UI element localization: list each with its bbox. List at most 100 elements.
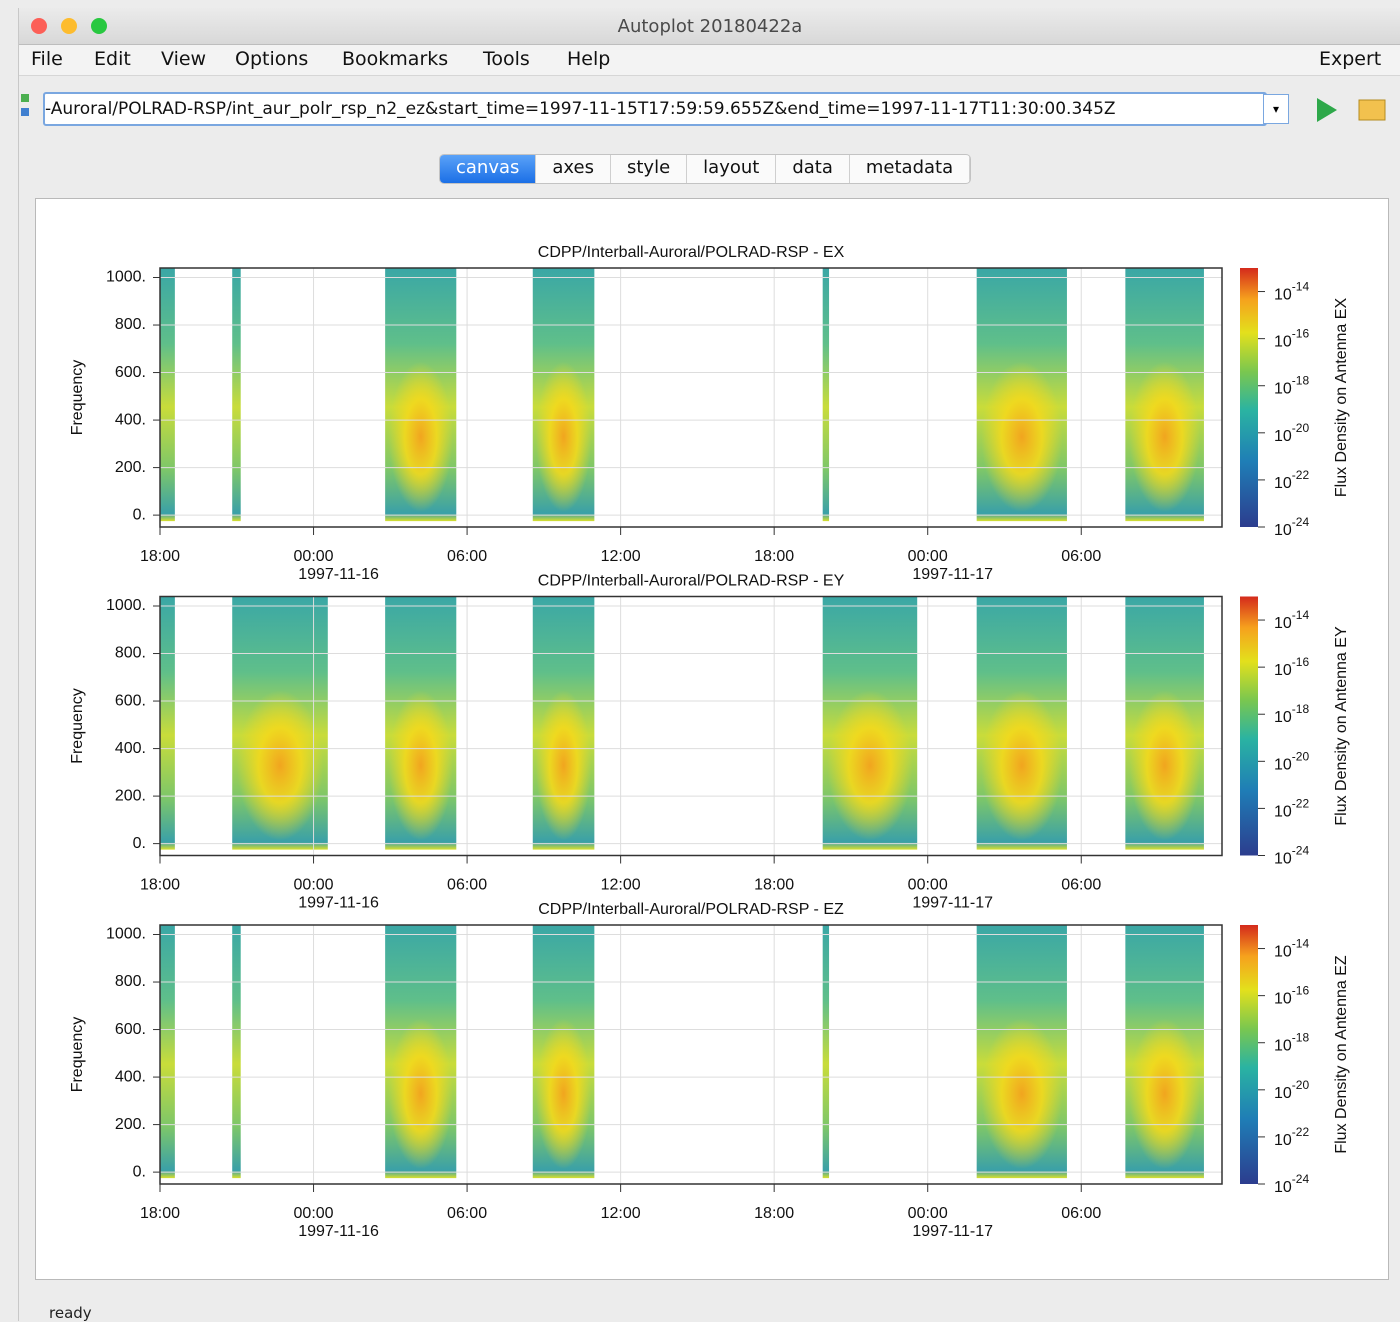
go-button[interactable]	[1307, 90, 1347, 130]
tab[interactable]: axes	[536, 155, 611, 183]
x-tick-date: 1997-11-17	[912, 566, 993, 583]
spectrogram-hotspot	[535, 361, 592, 512]
x-tick-label: 06:00	[1061, 1205, 1101, 1222]
x-tick-label: 18:00	[140, 1205, 180, 1222]
z-tick-base: 10	[1274, 1085, 1292, 1102]
menu-item[interactable]: Tools	[483, 48, 530, 70]
spectrogram-block	[822, 924, 830, 1179]
x-tick-label: 12:00	[601, 877, 641, 894]
tab[interactable]: canvas	[440, 155, 537, 183]
spectrogram-hotspot	[388, 690, 453, 841]
z-tick-base: 10	[1274, 709, 1292, 726]
y-tick-label: 400.	[115, 411, 146, 428]
colorbar-label: Flux Density on Antenna EX	[1333, 298, 1350, 498]
z-tick-base: 10	[1274, 851, 1292, 868]
plot-frame	[159, 267, 1223, 528]
z-tick-label: 10-22	[1274, 1125, 1309, 1149]
x-tick-label: 12:00	[601, 1205, 641, 1222]
minimize-button[interactable]	[61, 18, 77, 34]
menu-item[interactable]: Edit	[94, 48, 131, 70]
spectrogram-hotspot	[535, 690, 592, 841]
spectrogram-block	[822, 267, 830, 522]
z-tick-base: 10	[1274, 991, 1292, 1008]
menu-item[interactable]: Bookmarks	[342, 48, 449, 70]
chart-title: CDPP/Interball-Auroral/POLRAD-RSP - EZ	[538, 901, 844, 918]
menu-item[interactable]: View	[161, 48, 207, 70]
tab[interactable]: data	[776, 155, 850, 183]
z-tick-base: 10	[1274, 428, 1292, 445]
spectrogram-hotspot	[1129, 690, 1201, 841]
x-tick-date: 1997-11-16	[298, 1223, 379, 1240]
y-axis-label: Frequency	[69, 360, 86, 436]
z-tick-base: 10	[1274, 522, 1292, 539]
menu-item[interactable]: File	[31, 48, 63, 70]
y-tick-label: 1000.	[106, 269, 146, 286]
x-tick-label: 12:00	[601, 548, 641, 565]
spectrogram-block	[232, 267, 241, 522]
z-tick-label: 10-20	[1274, 1078, 1309, 1102]
x-tick-date: 1997-11-16	[298, 895, 379, 912]
x-tick-label: 00:00	[294, 877, 334, 894]
x-tick-label: 18:00	[754, 877, 794, 894]
tab[interactable]: style	[611, 155, 688, 183]
zoom-button[interactable]	[91, 18, 107, 34]
y-tick-label: 0.	[133, 835, 146, 852]
spectrogram-hotspot	[981, 1018, 1063, 1169]
colorbar	[1240, 925, 1258, 1184]
y-axis-label: Frequency	[69, 1017, 86, 1093]
z-tick-label: 10-22	[1274, 797, 1309, 821]
z-tick-base: 10	[1274, 804, 1292, 821]
z-tick-exponent: -16	[1292, 984, 1310, 998]
spectrogram-hotspot	[1129, 1018, 1201, 1169]
x-tick-label: 18:00	[140, 548, 180, 565]
z-tick-base: 10	[1274, 334, 1292, 351]
z-tick-label: 10-14	[1274, 608, 1309, 632]
colorbar	[1240, 268, 1258, 527]
x-tick-date: 1997-11-17	[912, 1223, 993, 1240]
z-tick-label: 10-24	[1274, 515, 1309, 539]
menu-item[interactable]: Options	[235, 48, 309, 70]
spectrogram-block	[232, 924, 241, 1179]
tab[interactable]: layout	[687, 155, 777, 183]
x-tick-label: 00:00	[294, 1205, 334, 1222]
z-tick-exponent: -20	[1292, 749, 1310, 763]
z-tick-label: 10-18	[1274, 374, 1309, 398]
x-tick-label: 06:00	[447, 548, 487, 565]
address-text: -Auroral/POLRAD-RSP/int_aur_polr_rsp_n2_…	[45, 99, 1116, 119]
z-tick-label: 10-14	[1274, 937, 1309, 961]
z-tick-label: 10-18	[1274, 702, 1309, 726]
y-tick-label: 600.	[115, 364, 146, 381]
tab[interactable]: metadata	[850, 155, 971, 183]
play-icon	[1317, 98, 1337, 122]
colorbar-label: Flux Density on Antenna EZ	[1333, 955, 1350, 1154]
window-title: Autoplot 20180422a	[617, 16, 803, 37]
chart-title: CDPP/Interball-Auroral/POLRAD-RSP - EX	[538, 244, 845, 261]
spectrogram-hotspot	[827, 690, 913, 841]
z-tick-exponent: -18	[1292, 1031, 1310, 1045]
address-field[interactable]: -Auroral/POLRAD-RSP/int_aur_polr_rsp_n2_…	[43, 92, 1267, 126]
close-button[interactable]	[31, 18, 47, 34]
z-tick-exponent: -22	[1292, 468, 1310, 482]
y-tick-label: 400.	[115, 1068, 146, 1085]
z-tick-exponent: -24	[1292, 515, 1310, 529]
x-tick-date: 1997-11-16	[298, 566, 379, 583]
x-tick-label: 00:00	[908, 877, 948, 894]
open-button[interactable]	[1353, 90, 1393, 130]
menu-item[interactable]: Help	[567, 48, 611, 70]
z-tick-exponent: -18	[1292, 374, 1310, 388]
z-tick-exponent: -20	[1292, 421, 1310, 435]
y-tick-label: 200.	[115, 459, 146, 476]
z-tick-label: 10-24	[1274, 844, 1309, 868]
z-tick-base: 10	[1274, 1132, 1292, 1149]
z-tick-base: 10	[1274, 1038, 1292, 1055]
z-tick-label: 10-24	[1274, 1172, 1309, 1196]
spectrogram-hotspot	[535, 1018, 592, 1169]
z-tick-label: 10-14	[1274, 280, 1309, 304]
dropdown-button[interactable]: ▾	[1263, 94, 1289, 124]
menu-item[interactable]: Expert	[1319, 48, 1382, 70]
x-tick-label: 06:00	[447, 877, 487, 894]
z-tick-exponent: -22	[1292, 1125, 1310, 1139]
y-tick-label: 200.	[115, 1116, 146, 1133]
